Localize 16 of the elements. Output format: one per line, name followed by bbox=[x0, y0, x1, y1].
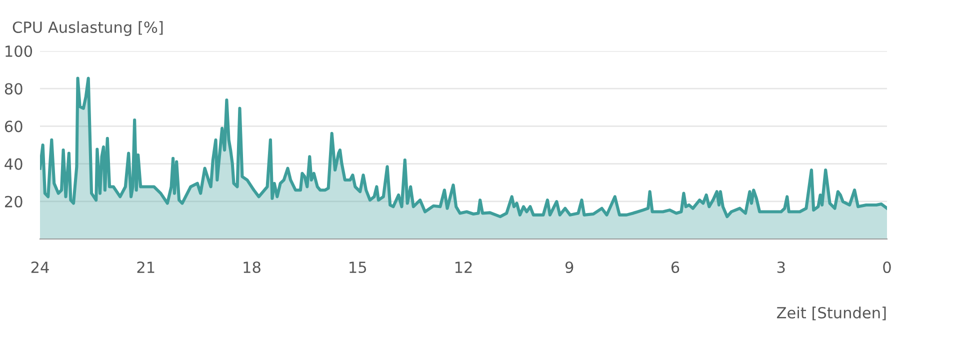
x-tick-label: 6 bbox=[671, 261, 680, 274]
x-tick-label: 0 bbox=[883, 261, 891, 274]
x-tick-label: 18 bbox=[244, 261, 260, 274]
y-tick-label: 60 bbox=[4, 120, 22, 132]
y-tick-label: 20 bbox=[5, 196, 22, 208]
x-tick-label: 3 bbox=[777, 261, 785, 274]
x-axis-title: Zeit [Stunden] bbox=[776, 306, 886, 320]
x-tick-label: 12 bbox=[455, 261, 472, 273]
x-tick-label: 9 bbox=[565, 261, 574, 274]
y-tick-label: 40 bbox=[4, 158, 22, 170]
x-tick-label: 24 bbox=[31, 261, 49, 273]
x-tick-label: 15 bbox=[350, 262, 366, 274]
y-axis-title: CPU Auslastung [%] bbox=[12, 21, 163, 36]
y-tick-label: 100 bbox=[6, 45, 32, 58]
y-tick-label: 80 bbox=[4, 83, 22, 95]
x-tick-label: 21 bbox=[137, 261, 154, 273]
